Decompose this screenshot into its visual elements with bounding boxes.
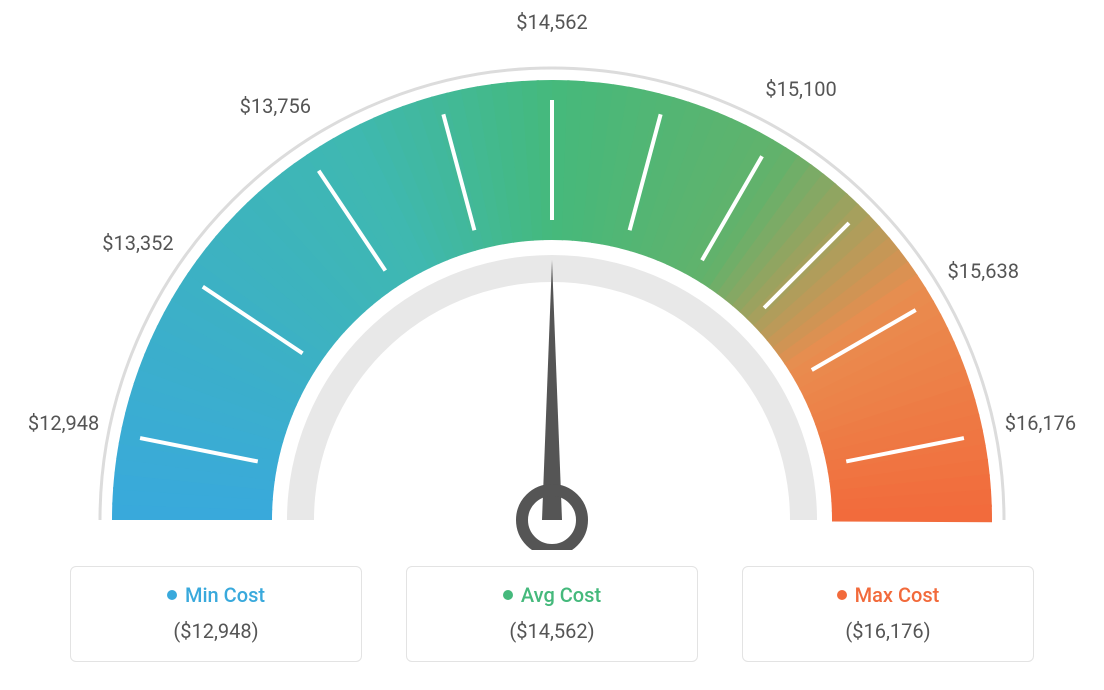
gauge-tick-label: $13,352 xyxy=(102,231,173,255)
legend-card-max: Max Cost ($16,176) xyxy=(742,566,1034,662)
legend-title-text: Min Cost xyxy=(185,583,265,607)
legend-dot-icon xyxy=(837,590,847,600)
gauge-tick-label: $12,948 xyxy=(28,411,99,435)
legend-card-min: Min Cost ($12,948) xyxy=(70,566,362,662)
legend-title: Max Cost xyxy=(837,583,940,607)
legend-value: ($14,562) xyxy=(417,619,687,643)
gauge-svg xyxy=(20,20,1084,550)
legend: Min Cost ($12,948) Avg Cost ($14,562) Max Co… xyxy=(70,566,1034,662)
legend-title-text: Max Cost xyxy=(855,583,940,607)
legend-value: ($16,176) xyxy=(753,619,1023,643)
legend-value: ($12,948) xyxy=(81,619,351,643)
gauge-tick-label: $15,638 xyxy=(948,259,1019,283)
legend-title-text: Avg Cost xyxy=(521,583,601,607)
gauge-tick-label: $13,756 xyxy=(240,94,311,118)
legend-card-avg: Avg Cost ($14,562) xyxy=(406,566,698,662)
gauge-tick-label: $14,562 xyxy=(516,10,587,34)
gauge-tick-label: $16,176 xyxy=(1005,411,1076,435)
legend-dot-icon xyxy=(167,590,177,600)
gauge-tick-label: $15,100 xyxy=(765,77,836,101)
legend-dot-icon xyxy=(503,590,513,600)
cost-gauge: $12,948$13,352$13,756$14,562$15,100$15,6… xyxy=(20,20,1084,550)
legend-title: Min Cost xyxy=(167,583,265,607)
gauge-needle xyxy=(542,260,562,520)
legend-title: Avg Cost xyxy=(503,583,601,607)
